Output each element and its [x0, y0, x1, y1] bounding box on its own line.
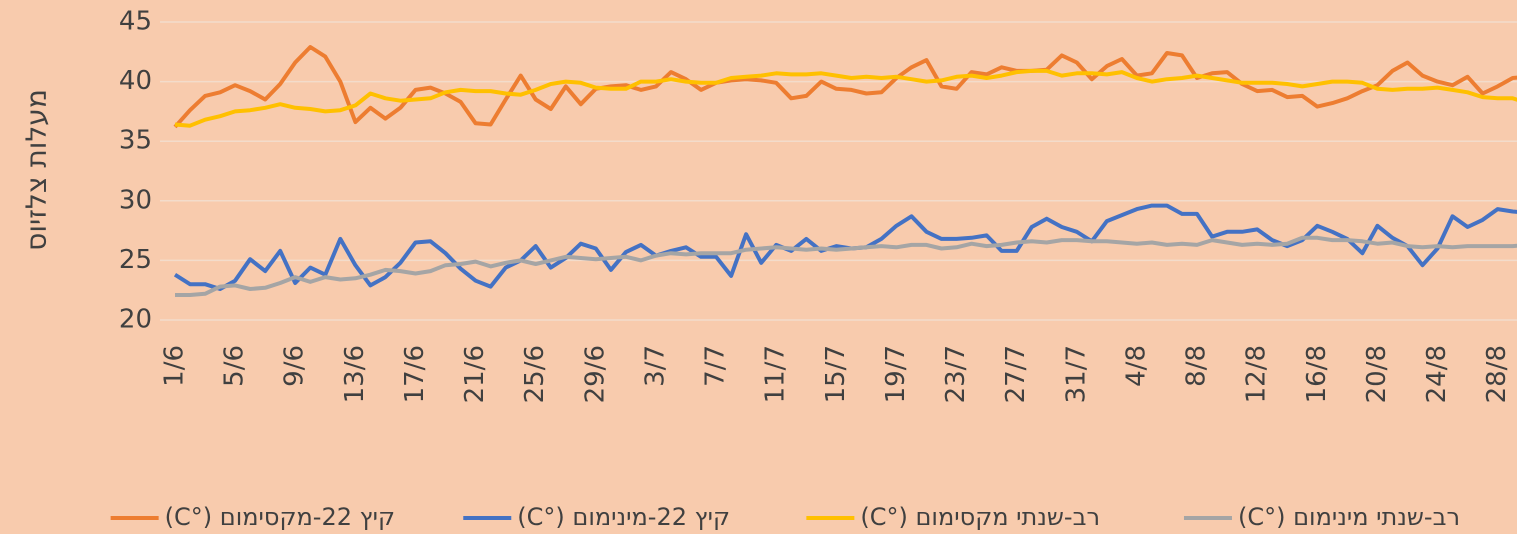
y-axis-label: מעלות צלזיוס	[20, 89, 53, 251]
x-tick-label: 9/6	[280, 345, 310, 387]
x-tick-label: 28/8	[1482, 345, 1512, 403]
legend-label: קיץ 22-מינימום (°C)	[517, 503, 730, 531]
x-tick-label: 27/7	[1001, 345, 1031, 403]
x-tick-label: 17/6	[400, 345, 430, 403]
y-tick-label: 35	[119, 126, 152, 156]
x-tick-label: 8/8	[1182, 345, 1212, 387]
x-tick-label: 20/8	[1362, 345, 1392, 403]
x-tick-label: 16/8	[1302, 345, 1332, 403]
x-tick-label: 1/6	[160, 345, 190, 387]
x-tick-label: 12/8	[1242, 345, 1272, 403]
plot-area	[173, 45, 1517, 297]
x-tick-label: 23/7	[941, 345, 971, 403]
x-tick-label: 7/7	[701, 345, 731, 387]
legend-label: רב-שנתי מינימום (°C)	[1238, 503, 1460, 531]
x-tick-label: 15/7	[821, 345, 851, 403]
x-tick-label: 21/6	[460, 345, 490, 403]
x-tick-label: 31/7	[1061, 345, 1091, 403]
x-tick-label: 13/6	[340, 345, 370, 403]
series-line	[174, 68, 1517, 128]
x-tick-label: 24/8	[1422, 345, 1452, 403]
x-tick-label: 19/7	[881, 345, 911, 403]
legend-label: רב-שנתי מקסימום (°C)	[860, 503, 1100, 531]
x-tick-label: 25/6	[520, 345, 550, 403]
x-tick-label: 3/7	[640, 345, 670, 387]
series-line	[173, 45, 1517, 129]
x-tick-label: 5/6	[220, 345, 250, 387]
series-line	[175, 235, 1517, 297]
x-tick-label: 4/8	[1121, 345, 1151, 387]
legend-label: קיץ 22-מקסימום (°C)	[165, 503, 395, 531]
y-tick-label: 20	[119, 305, 152, 335]
y-tick-label: 30	[119, 185, 152, 215]
x-tick-label: 11/7	[761, 345, 791, 403]
x-tick-label: 29/6	[580, 345, 610, 403]
y-tick-label: 25	[119, 245, 152, 275]
y-tick-label: 40	[119, 66, 152, 96]
y-tick-label: 45	[119, 7, 152, 37]
